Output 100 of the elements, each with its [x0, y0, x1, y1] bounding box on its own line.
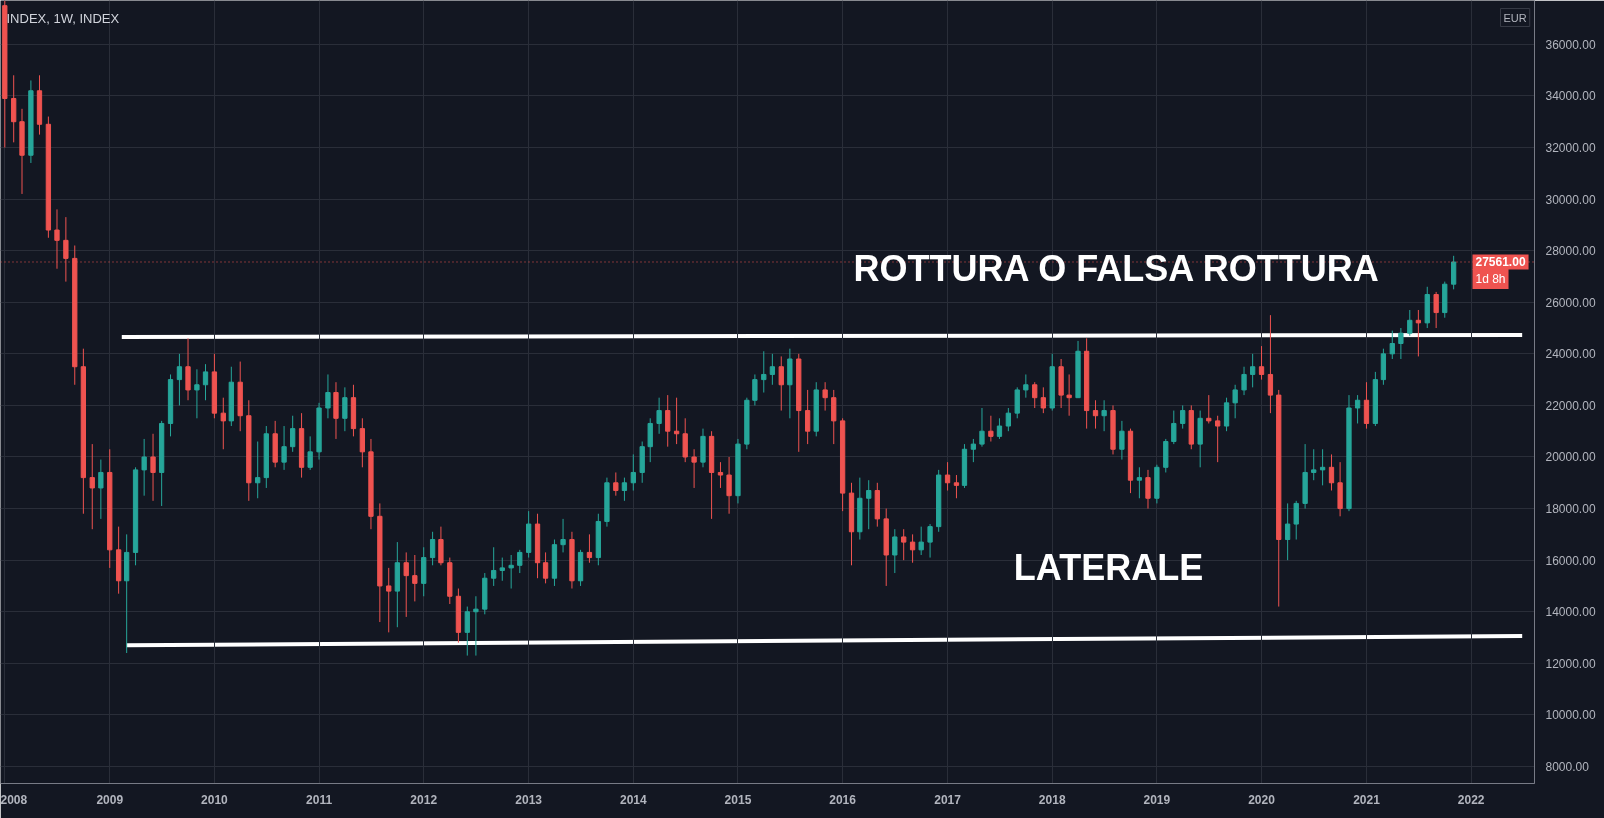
candlestick [202, 363, 209, 401]
candlestick [255, 441, 261, 499]
candlestick [769, 353, 776, 386]
candlestick [1241, 366, 1247, 396]
candlestick [892, 528, 898, 574]
x-tick-label: 2014 [619, 792, 647, 807]
candlestick [1232, 384, 1238, 419]
y-tick-label: 36000.00 [1545, 37, 1596, 52]
candlestick [1040, 386, 1046, 414]
candlestick [1032, 381, 1038, 409]
candlestick [1415, 309, 1422, 357]
candlestick [403, 551, 409, 618]
candlestick [691, 448, 697, 489]
candlestick [1066, 373, 1072, 417]
y-tick-label: 34000.00 [1545, 89, 1596, 104]
y-tick-label: 28000.00 [1545, 244, 1596, 259]
candlestick [927, 523, 933, 559]
candlestick [1136, 466, 1143, 499]
candlestick [621, 477, 628, 502]
annotation: ROTTURA O FALSA ROTTURA [853, 248, 1379, 289]
candlestick [1328, 453, 1335, 492]
candlestick [1407, 309, 1413, 337]
candlestick [647, 417, 653, 463]
candlestick [1023, 373, 1029, 399]
candlestick [1389, 330, 1395, 360]
candlestick [944, 461, 951, 492]
candlestick [630, 453, 636, 492]
candlestick [429, 531, 436, 566]
candlestick [438, 526, 444, 566]
candlestick [901, 528, 907, 561]
candlestick [1206, 394, 1212, 424]
candlestick [831, 389, 837, 445]
candlestick [665, 394, 671, 448]
y-tick-label: 32000.00 [1545, 141, 1596, 156]
annotation: LATERALE [1013, 547, 1204, 588]
candlestick [804, 389, 811, 445]
y-tick-label: 16000.00 [1545, 553, 1596, 568]
x-tick-label: 2018 [1038, 792, 1066, 807]
candlestick [1311, 448, 1317, 481]
candlestick [996, 417, 1003, 440]
text: INDEX, 1W, INDEX [6, 11, 120, 26]
candlestick [1101, 399, 1107, 432]
candlestick [560, 518, 566, 553]
candlestick [1293, 500, 1299, 541]
candlestick [1223, 397, 1230, 432]
y-tick-label: 8000.00 [1545, 759, 1590, 774]
x-tick-label: 2010 [201, 792, 229, 807]
candlestick [412, 554, 418, 602]
candlestick [176, 353, 183, 406]
candlestick [822, 381, 828, 412]
candlestick [1363, 381, 1370, 430]
candlestick [979, 407, 985, 448]
candlestick [778, 355, 784, 412]
y-tick-label: 24000.00 [1545, 347, 1596, 362]
x-tick-label: 2008 [0, 792, 28, 807]
candlestick [194, 368, 200, 419]
candlestick [342, 386, 348, 432]
candlestick [1284, 502, 1291, 561]
candlestick [517, 549, 523, 574]
candlestick [1092, 399, 1099, 430]
candlestick [1249, 353, 1256, 388]
y-tick-label: 30000.00 [1545, 192, 1596, 207]
candlestick [1005, 407, 1011, 432]
candlestick [953, 474, 960, 499]
y-tick-label: 12000.00 [1545, 656, 1596, 671]
candlestick [1398, 327, 1404, 360]
candlestick [1014, 386, 1020, 419]
x-tick-label: 2017 [934, 792, 962, 807]
candlestick [499, 557, 505, 582]
candlestick [290, 415, 296, 453]
ref-line-label: 27561.00 [1475, 255, 1526, 270]
candlestick [1450, 255, 1457, 290]
candlestick [1433, 291, 1439, 329]
candlestick [1258, 345, 1265, 381]
x-tick-label: 2016 [829, 792, 857, 807]
y-tick-label: 18000.00 [1545, 502, 1596, 517]
x-tick-label: 2021 [1353, 792, 1381, 807]
candlestick [1180, 404, 1186, 430]
x-tick-label: 2020 [1248, 792, 1276, 807]
candlestick [909, 533, 916, 564]
candlestick [281, 425, 287, 471]
candlestick [150, 433, 156, 502]
y-tick-label: 14000.00 [1545, 605, 1596, 620]
candlestick [307, 435, 313, 471]
x-tick-label: 2015 [724, 792, 752, 807]
x-tick-label: 2011 [306, 792, 333, 807]
candlestick [656, 397, 662, 435]
y-tick-label: 22000.00 [1545, 398, 1596, 413]
x-tick-label: 2019 [1143, 792, 1171, 807]
candlestick [98, 459, 104, 520]
annotation: 1d 8h [1475, 271, 1506, 286]
candlestick [726, 456, 732, 515]
candlestick [918, 526, 924, 556]
candlestick [491, 546, 497, 587]
candlestick [1119, 420, 1125, 461]
candlestick [464, 606, 470, 657]
x-tick-label: 2012 [410, 792, 438, 807]
candlestick [1145, 469, 1151, 510]
candlestick [1319, 448, 1326, 486]
candlestick [970, 438, 977, 463]
